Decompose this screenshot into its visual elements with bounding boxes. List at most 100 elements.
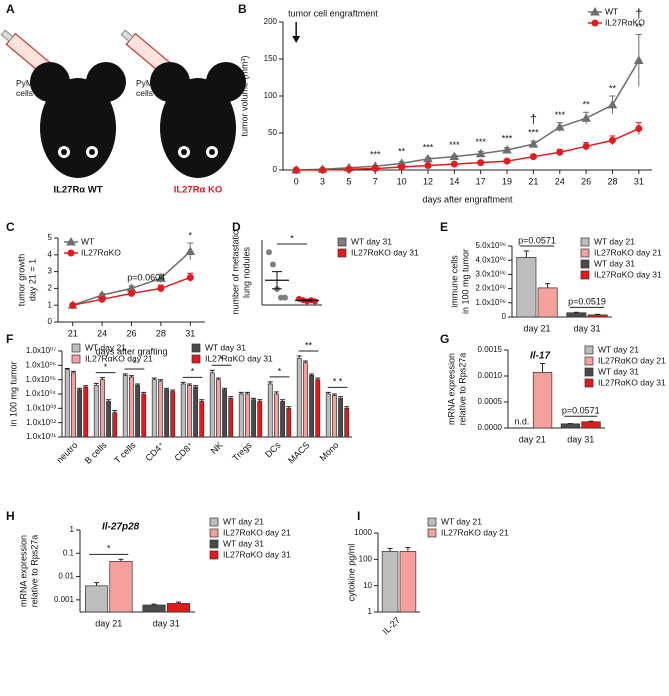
significance: * <box>133 358 137 368</box>
data-point <box>270 261 276 268</box>
y-axis-label: relative to Rps27a <box>457 353 467 426</box>
marker <box>556 148 564 156</box>
y-tick-label: 1.0x10⁰⁶ <box>475 298 506 307</box>
x-tick-label: day 31 <box>573 323 600 333</box>
bar <box>238 393 244 438</box>
y-axis-label: lung nodules <box>241 246 251 298</box>
marker <box>554 122 565 131</box>
y-axis-label: immune cells <box>449 255 459 308</box>
legend-swatch <box>337 237 347 247</box>
chart-title: Il-17 <box>530 351 550 362</box>
y-tick-label: 0.1 <box>63 548 75 557</box>
x-tick-label: CD8⁺ <box>172 440 195 463</box>
dagger: † <box>530 112 537 127</box>
bar <box>64 369 70 438</box>
y-axis-label: tumor volume (mm³) <box>239 55 249 136</box>
y-tick-label: 1.0x10⁰¹ <box>26 432 56 441</box>
panel-label: B <box>238 2 247 16</box>
legend-label: IL27RαKO day 21 <box>594 247 662 257</box>
significance: * * <box>333 377 343 387</box>
marker <box>590 6 600 16</box>
marker <box>292 166 300 174</box>
legend-swatch <box>71 354 81 364</box>
bar <box>399 551 417 613</box>
x-tick-label: 19 <box>502 176 512 186</box>
panel-label: C <box>6 220 15 234</box>
panel-label: H <box>6 509 15 523</box>
bar <box>309 375 315 438</box>
marker <box>607 99 618 109</box>
bar <box>302 362 308 438</box>
legend-swatch <box>580 259 590 269</box>
significance: * <box>189 230 193 240</box>
marker <box>398 163 406 171</box>
bar <box>170 391 176 438</box>
legend-label: IL27RαKO day 21 <box>441 527 509 537</box>
y-tick-label: 1.0x10⁰⁷ <box>26 346 56 355</box>
bar <box>77 389 83 438</box>
x-tick-label: 7 <box>373 176 378 186</box>
bar <box>566 312 587 318</box>
bar <box>331 395 337 438</box>
bar <box>296 358 302 438</box>
annotation: tumor cell engraftment <box>288 8 378 18</box>
bar <box>257 401 263 438</box>
y-tick-label: 0.0005 <box>478 397 503 406</box>
x-tick-label: 17 <box>476 176 486 186</box>
y-tick-label: 0.01 <box>58 572 74 581</box>
y-tick-label: 3.0x10⁰⁶ <box>475 270 506 279</box>
bar <box>251 399 257 438</box>
marker <box>635 125 643 133</box>
syringe-plunger <box>120 29 134 42</box>
legend-label: IL27RαKO day 31 <box>223 549 291 559</box>
legend-label: WT day 21 <box>598 344 639 354</box>
significance: ** <box>635 22 643 32</box>
legend-swatch <box>191 343 201 353</box>
marker <box>424 162 432 170</box>
mouse-body <box>40 78 116 178</box>
legend-swatch <box>580 248 590 258</box>
marker <box>591 19 599 27</box>
legend-label: WT day 31 <box>594 258 635 268</box>
bar <box>157 380 163 438</box>
syringe-plunger <box>0 29 14 42</box>
significance: *** <box>502 133 513 143</box>
x-tick-label: 31 <box>185 328 195 338</box>
x-tick-label: Mono <box>318 440 341 463</box>
legend-label: WT day 31 <box>223 538 264 548</box>
x-tick-label: 28 <box>156 328 166 338</box>
significance: p=0.0571 <box>562 406 600 416</box>
legend-swatch <box>209 539 219 549</box>
mouse-body <box>160 78 236 178</box>
x-tick-label: day 31 <box>153 618 180 628</box>
bar <box>344 407 350 438</box>
bar <box>228 397 234 438</box>
x-tick-label: 21 <box>68 328 78 338</box>
legend-label: IL27RαKO day 21 <box>85 353 153 363</box>
panel-label: F <box>6 332 13 346</box>
legend-label: IL27RαKO day 31 <box>594 269 662 279</box>
y-axis-label: in 100 mg tumor <box>460 249 470 314</box>
bar <box>537 287 558 318</box>
bar <box>587 314 608 318</box>
bar <box>164 389 170 438</box>
bar <box>166 603 191 613</box>
marker <box>98 295 106 303</box>
bar <box>532 372 553 429</box>
significance: *** <box>449 140 460 150</box>
y-tick-label: 150 <box>264 54 278 63</box>
y-tick-label: 1.0x10⁰⁵ <box>25 375 56 384</box>
bar <box>516 257 537 318</box>
legend-swatch <box>584 345 594 355</box>
panel-a-illustration: A IL27Rα WT <box>0 2 246 196</box>
bar <box>99 379 105 438</box>
marker <box>528 139 539 148</box>
legend-swatch <box>584 356 594 366</box>
x-tick-label: 5 <box>346 176 351 186</box>
bar <box>244 393 250 438</box>
panel-label: E <box>440 220 448 234</box>
mouse-label: IL27Rα KO <box>174 185 223 196</box>
panel-label: I <box>357 509 360 523</box>
mouse-pupil <box>61 149 67 155</box>
